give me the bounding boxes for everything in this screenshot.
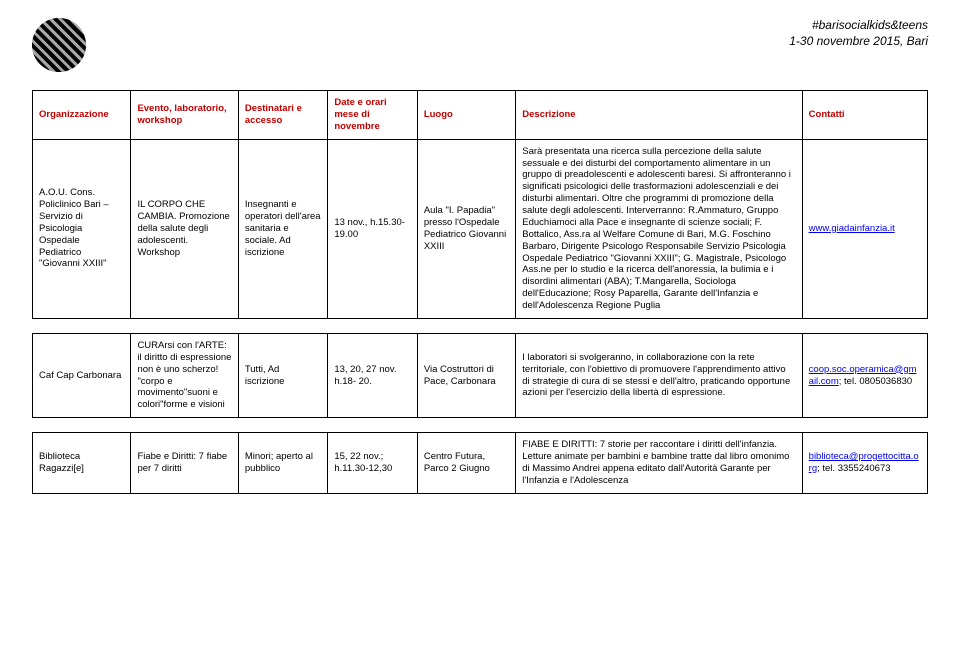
contact-link[interactable]: www.giadainfanzia.it xyxy=(809,223,895,234)
logo-icon xyxy=(32,18,86,72)
cell-cont: www.giadainfanzia.it xyxy=(802,139,927,318)
header-line1: #barisocialkids&teens xyxy=(789,18,928,34)
cell-desc: FIABE E DIRITTI: 7 storie per raccontare… xyxy=(516,433,802,494)
col-event: Evento, laboratorio, workshop xyxy=(131,91,238,140)
col-date: Date e orari mese di novembre xyxy=(328,91,418,140)
cell-cont: biblioteca@progettocitta.org; tel. 33552… xyxy=(802,433,927,494)
table-row: Caf Cap Carbonara CURArsi con l'ARTE: il… xyxy=(33,333,928,417)
table-header-row: Organizzazione Evento, laboratorio, work… xyxy=(33,91,928,140)
col-cont: Contatti xyxy=(802,91,927,140)
contact-after: ; tel. 0805036830 xyxy=(839,376,912,387)
contact-after: ; tel. 3355240673 xyxy=(817,463,890,474)
cell-org: Caf Cap Carbonara xyxy=(33,333,131,417)
cell-cont: coop.soc.operamica@gmail.com; tel. 08050… xyxy=(802,333,927,417)
cell-dest: Tutti, Ad iscrizione xyxy=(238,333,328,417)
cell-date: 15, 22 nov.; h.11.30-12,30 xyxy=(328,433,418,494)
cell-desc: Sarà presentata una ricerca sulla percez… xyxy=(516,139,802,318)
cell-org: A.O.U. Cons. Policlinico Bari – Servizio… xyxy=(33,139,131,318)
cell-event: IL CORPO CHE CAMBIA. Promozione della sa… xyxy=(131,139,238,318)
cell-luogo: Aula "I. Papadia" presso l'Ospedale Pedi… xyxy=(417,139,515,318)
cell-date: 13 nov., h.15.30-19.00 xyxy=(328,139,418,318)
cell-date: 13, 20, 27 nov. h.18- 20. xyxy=(328,333,418,417)
col-luogo: Luogo xyxy=(417,91,515,140)
cell-event: Fiabe e Diritti: 7 fiabe per 7 diritti xyxy=(131,433,238,494)
cell-event: CURArsi con l'ARTE: il diritto di espres… xyxy=(131,333,238,417)
table-row: A.O.U. Cons. Policlinico Bari – Servizio… xyxy=(33,139,928,318)
events-table-3: Biblioteca Ragazzi[e] Fiabe e Diritti: 7… xyxy=(32,432,928,494)
cell-org: Biblioteca Ragazzi[e] xyxy=(33,433,131,494)
cell-dest: Minori; aperto al pubblico xyxy=(238,433,328,494)
col-dest: Destinatari e accesso xyxy=(238,91,328,140)
events-table-2: Caf Cap Carbonara CURArsi con l'ARTE: il… xyxy=(32,333,928,418)
cell-luogo: Via Costruttori di Pace, Carbonara xyxy=(417,333,515,417)
table-row: Biblioteca Ragazzi[e] Fiabe e Diritti: 7… xyxy=(33,433,928,494)
col-org: Organizzazione xyxy=(33,91,131,140)
header-title: #barisocialkids&teens 1-30 novembre 2015… xyxy=(789,18,928,49)
cell-dest: Insegnanti e operatori dell'area sanitar… xyxy=(238,139,328,318)
events-table-1: Organizzazione Evento, laboratorio, work… xyxy=(32,90,928,319)
col-desc: Descrizione xyxy=(516,91,802,140)
cell-luogo: Centro Futura, Parco 2 Giugno xyxy=(417,433,515,494)
header-line2: 1-30 novembre 2015, Bari xyxy=(789,34,928,50)
page-header: #barisocialkids&teens 1-30 novembre 2015… xyxy=(32,18,928,72)
cell-desc: I laboratori si svolgeranno, in collabor… xyxy=(516,333,802,417)
